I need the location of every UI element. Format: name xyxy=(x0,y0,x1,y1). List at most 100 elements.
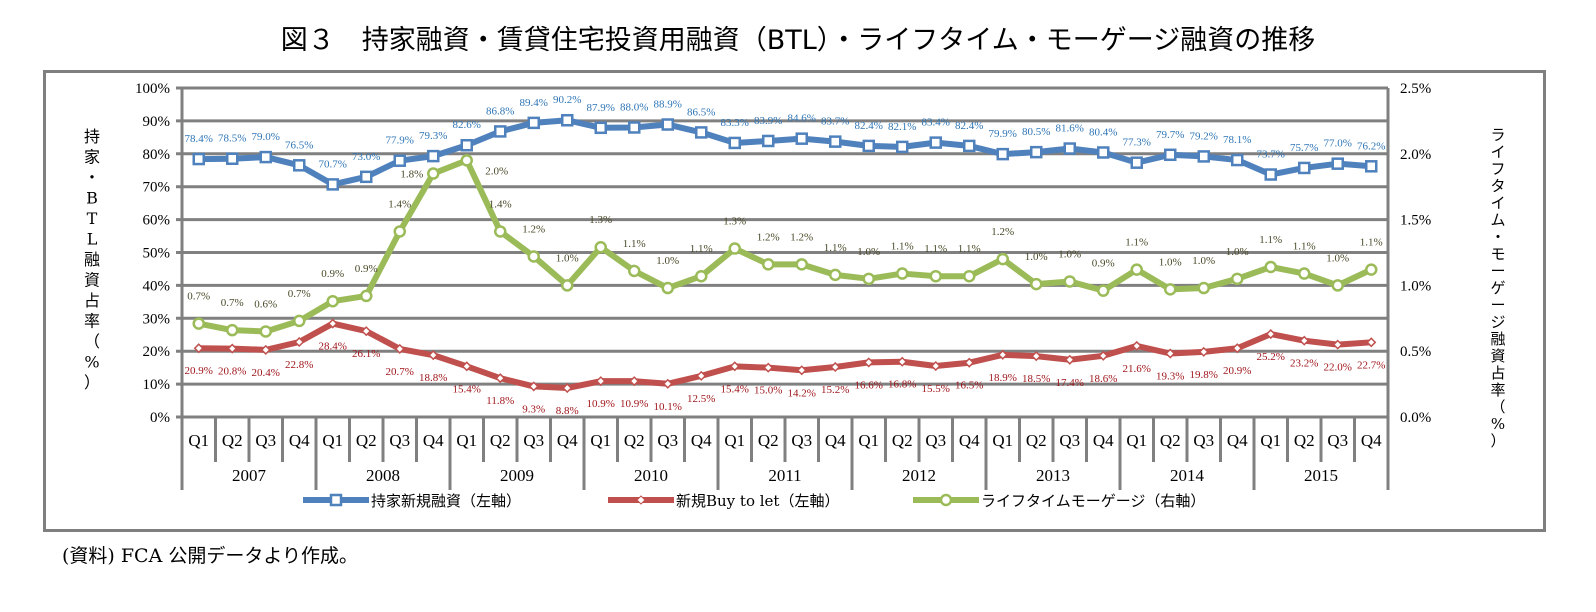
data-point-marker xyxy=(830,361,841,373)
data-point-marker xyxy=(226,323,239,337)
data-point-marker xyxy=(762,134,775,148)
data-label: 86.5% xyxy=(687,106,715,118)
data-label: 12.5% xyxy=(687,393,715,405)
data-point-marker xyxy=(1063,142,1076,155)
y-left-axis-title-char: L xyxy=(87,230,98,249)
data-point-marker xyxy=(326,294,339,308)
y-right-tick-label: 0.0% xyxy=(1400,410,1431,426)
data-label: 1.0% xyxy=(1326,252,1349,264)
quarter-label: Q1 xyxy=(858,431,879,450)
quarter-label: Q2 xyxy=(1026,431,1047,450)
data-point-marker xyxy=(594,240,607,254)
quarter-label: Q3 xyxy=(1059,431,1080,450)
data-label: 82.4% xyxy=(955,120,983,132)
y-right-axis-title-char: 占 xyxy=(1490,364,1505,382)
data-point-marker xyxy=(661,118,674,131)
data-label: 78.5% xyxy=(218,133,246,145)
y-left-tick-label: 90% xyxy=(143,114,171,130)
data-point-marker xyxy=(1231,153,1244,167)
data-point-marker xyxy=(896,140,909,154)
data-point-marker xyxy=(494,225,507,238)
data-label: 79.0% xyxy=(252,131,280,143)
y-right-axis-title-char: ー xyxy=(1490,296,1505,314)
data-point-marker xyxy=(595,376,606,387)
y-left-axis-title-char: 持 xyxy=(84,127,100,146)
data-point-marker xyxy=(929,269,942,283)
data-point-marker xyxy=(795,258,808,271)
quarter-label: Q4 xyxy=(1093,431,1114,450)
data-point-marker xyxy=(427,149,440,163)
quarter-label: Q2 xyxy=(356,431,377,450)
data-label: 0.7% xyxy=(221,297,244,309)
quarter-label: Q2 xyxy=(624,431,645,450)
y-right-tick-label: 0.5% xyxy=(1400,344,1431,360)
y-left-tick-label: 30% xyxy=(143,311,171,327)
quarter-label: Q1 xyxy=(1260,431,1281,450)
data-label: 15.2% xyxy=(821,384,849,396)
data-point-marker xyxy=(327,318,338,329)
chart-frame xyxy=(43,70,1546,532)
y-left-axis-title-char: T xyxy=(87,209,98,228)
data-point-marker xyxy=(1332,339,1343,350)
y-left-tick-label: 50% xyxy=(143,246,171,262)
data-label: 1.1% xyxy=(1125,237,1148,249)
data-point-marker xyxy=(1298,267,1311,280)
y-right-axis-title-char: ・ xyxy=(1490,228,1505,246)
year-label: 2011 xyxy=(768,466,801,485)
data-label: 21.6% xyxy=(1123,363,1151,375)
quarter-label: Q1 xyxy=(322,431,343,450)
data-point-marker xyxy=(1098,350,1109,361)
data-point-marker xyxy=(1366,337,1377,348)
data-label: 1.0% xyxy=(1159,256,1182,268)
quarter-label: Q2 xyxy=(1160,431,1181,450)
data-label: 82.6% xyxy=(453,119,481,131)
data-label: 0.6% xyxy=(254,298,277,310)
data-label: 87.9% xyxy=(587,102,615,114)
year-label: 2008 xyxy=(366,466,400,485)
quarter-label: Q4 xyxy=(423,431,444,450)
data-point-marker xyxy=(795,132,808,145)
data-label: 79.7% xyxy=(1156,129,1184,141)
data-label: 20.8% xyxy=(218,366,246,378)
quarter-label: Q2 xyxy=(490,431,511,450)
data-point-marker xyxy=(428,350,439,361)
quarter-label: Q1 xyxy=(456,431,477,450)
source-caption: (資料) FCA 公開データより作成。 xyxy=(62,545,358,567)
data-point-marker xyxy=(1264,168,1277,181)
data-point-marker xyxy=(361,326,372,337)
quarter-label: Q4 xyxy=(825,431,846,450)
data-point-marker xyxy=(728,136,741,150)
data-label: 0.9% xyxy=(355,263,378,275)
quarter-label: Q2 xyxy=(892,431,913,450)
y-right-axis-title-char: 資 xyxy=(1490,347,1505,365)
data-point-marker xyxy=(192,152,205,166)
data-point-marker xyxy=(829,268,842,282)
data-point-marker xyxy=(996,252,1009,266)
data-label: 77.9% xyxy=(386,135,414,147)
data-label: 73.0% xyxy=(352,151,380,163)
data-label: 1.2% xyxy=(757,231,780,243)
data-point-marker xyxy=(1097,284,1110,297)
data-label: 77.0% xyxy=(1324,138,1352,150)
y-right-axis-title-char: ） xyxy=(1490,432,1505,450)
data-label: 19.8% xyxy=(1190,369,1218,381)
data-point-marker xyxy=(461,361,472,372)
data-label: 1.1% xyxy=(1259,234,1282,246)
data-point-marker xyxy=(394,343,405,354)
data-point-marker xyxy=(193,343,204,354)
data-point-marker xyxy=(1164,283,1177,296)
data-point-marker xyxy=(1064,354,1075,365)
data-label: 76.5% xyxy=(285,139,313,151)
data-point-marker xyxy=(863,357,874,368)
data-label: 1.0% xyxy=(1192,255,1215,267)
quarter-label: Q3 xyxy=(255,431,276,450)
data-point-marker xyxy=(763,362,774,373)
data-point-marker xyxy=(1165,348,1176,359)
y-right-axis-title-char: 率 xyxy=(1490,381,1505,399)
data-point-marker xyxy=(1299,335,1310,346)
data-point-marker xyxy=(1030,145,1043,159)
data-label: 1.0% xyxy=(556,252,579,264)
year-label: 2010 xyxy=(634,466,668,485)
y-right-tick-label: 1.0% xyxy=(1400,278,1431,294)
data-point-marker xyxy=(1063,275,1076,288)
